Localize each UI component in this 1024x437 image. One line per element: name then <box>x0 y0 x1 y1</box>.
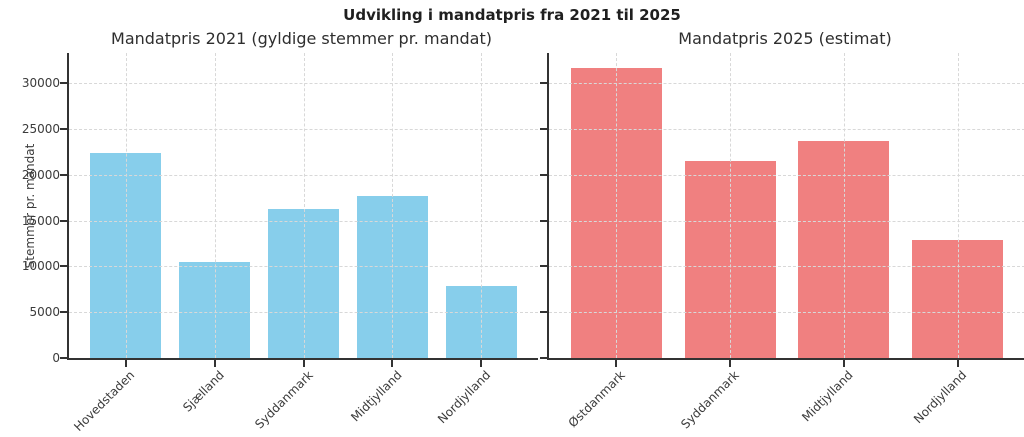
x-tick-mark-midtjylland <box>391 360 394 367</box>
y-gridline-20000 <box>549 174 1024 176</box>
panel-2025-plot-area: Østdanmark Syddanmark Midtjylland Nordjylla… <box>540 53 1024 432</box>
x-tick-mark-nordjylland <box>956 360 959 367</box>
y-gridline-10000 <box>549 266 1024 268</box>
x-gridline-nordjylland <box>481 53 483 358</box>
x-tick-mark-hovedstaden <box>124 360 127 367</box>
y-gridline-30000 <box>549 83 1024 85</box>
x-tick-mark-syddanmark <box>729 360 732 367</box>
bar-hovedstaden <box>90 152 162 358</box>
x-gridline-midtjylland <box>843 53 845 358</box>
x-tick-mark-østdanmark <box>615 360 618 367</box>
y-tick-mark-10000 <box>540 265 547 268</box>
x-tick-label-syddanmark: Syddanmark <box>678 368 742 432</box>
panel-2021-plot-area: 0 5000 10000 15000 20000 25000 30000 Hovedstade… <box>22 53 538 434</box>
bar-midtjylland <box>798 140 890 358</box>
x-tick-mark-syddanmark <box>302 360 305 367</box>
y-gridline-25000 <box>549 129 1024 131</box>
y-gridline-5000 <box>549 312 1024 314</box>
y-tick-label-0: 0 <box>52 351 60 365</box>
x-tick-label-hovedstaden: Hovedstaden <box>71 368 138 435</box>
x-tick-label-nordjylland: Nordjylland <box>911 368 970 427</box>
panel-mandatpris-2021: Mandatpris 2021 (gyldige stemmer pr. man… <box>22 29 538 434</box>
x-gridline-østdanmark <box>616 53 618 358</box>
x-gridline-syddanmark <box>730 53 732 358</box>
y-tick-mark-0 <box>60 357 67 359</box>
y-tick-label-25000: 25000 <box>21 122 60 137</box>
x-tick-mark-sjælland <box>213 360 216 367</box>
y-tick-mark-30000 <box>60 82 67 85</box>
y-tick-label-10000: 10000 <box>21 259 60 274</box>
y-tick-mark-20000 <box>540 173 547 176</box>
bar-sjælland <box>179 261 251 358</box>
y-tick-mark-25000 <box>540 128 547 131</box>
y-tick-mark-5000 <box>540 311 547 314</box>
y-tick-mark-30000 <box>540 82 547 85</box>
y-tick-mark-5000 <box>60 311 67 314</box>
y-tick-label-20000: 20000 <box>21 167 60 182</box>
panel-mandatpris-2025: Mandatpris 2025 (estimat) Østdanmark Sydd… <box>540 29 1024 432</box>
y-tick-label-15000: 15000 <box>21 213 60 228</box>
y-tick-mark-20000 <box>60 173 67 176</box>
x-tick-mark-midtjylland <box>842 360 845 367</box>
x-tick-label-syddanmark: Syddanmark <box>251 368 316 432</box>
x-gridline-midtjylland <box>392 53 394 358</box>
y-tick-mark-15000 <box>60 219 67 222</box>
x-tick-label-sjælland: Sjælland <box>179 368 227 415</box>
x-gridline-hovedstaden <box>125 53 127 358</box>
x-gridline-syddanmark <box>303 53 305 358</box>
bar-midtjylland <box>356 195 428 358</box>
x-gridline-sjælland <box>214 53 216 358</box>
y-axis-label: Stemmer pr. mandat <box>23 143 37 269</box>
bar-nordjylland <box>445 285 517 358</box>
bar-nordjylland <box>912 239 1004 358</box>
x-tick-label-østdanmark: Østdanmark <box>565 368 629 431</box>
y-tick-label-30000: 30000 <box>21 76 60 91</box>
x-tick-label-nordjylland: Nordjylland <box>434 368 494 427</box>
x-tick-label-midtjylland: Midtjylland <box>347 368 405 425</box>
y-tick-mark-15000 <box>540 219 547 222</box>
x-gridline-nordjylland <box>957 53 959 358</box>
y-tick-mark-25000 <box>60 128 67 131</box>
panel-2025-title: Mandatpris 2025 (estimat) <box>678 29 892 48</box>
bar-syddanmark <box>267 208 340 358</box>
x-tick-mark-nordjylland <box>480 360 483 367</box>
y-tick-mark-10000 <box>60 265 67 268</box>
x-tick-label-midtjylland: Midtjylland <box>799 368 856 425</box>
y-tick-mark-0 <box>540 357 547 359</box>
figure-title: Udvikling i mandatpris fra 2021 til 2025 <box>343 6 681 24</box>
panel-2021-title: Mandatpris 2021 (gyldige stemmer pr. man… <box>111 29 492 48</box>
y-gridline-15000 <box>549 220 1024 222</box>
y-tick-label-5000: 5000 <box>29 305 60 320</box>
